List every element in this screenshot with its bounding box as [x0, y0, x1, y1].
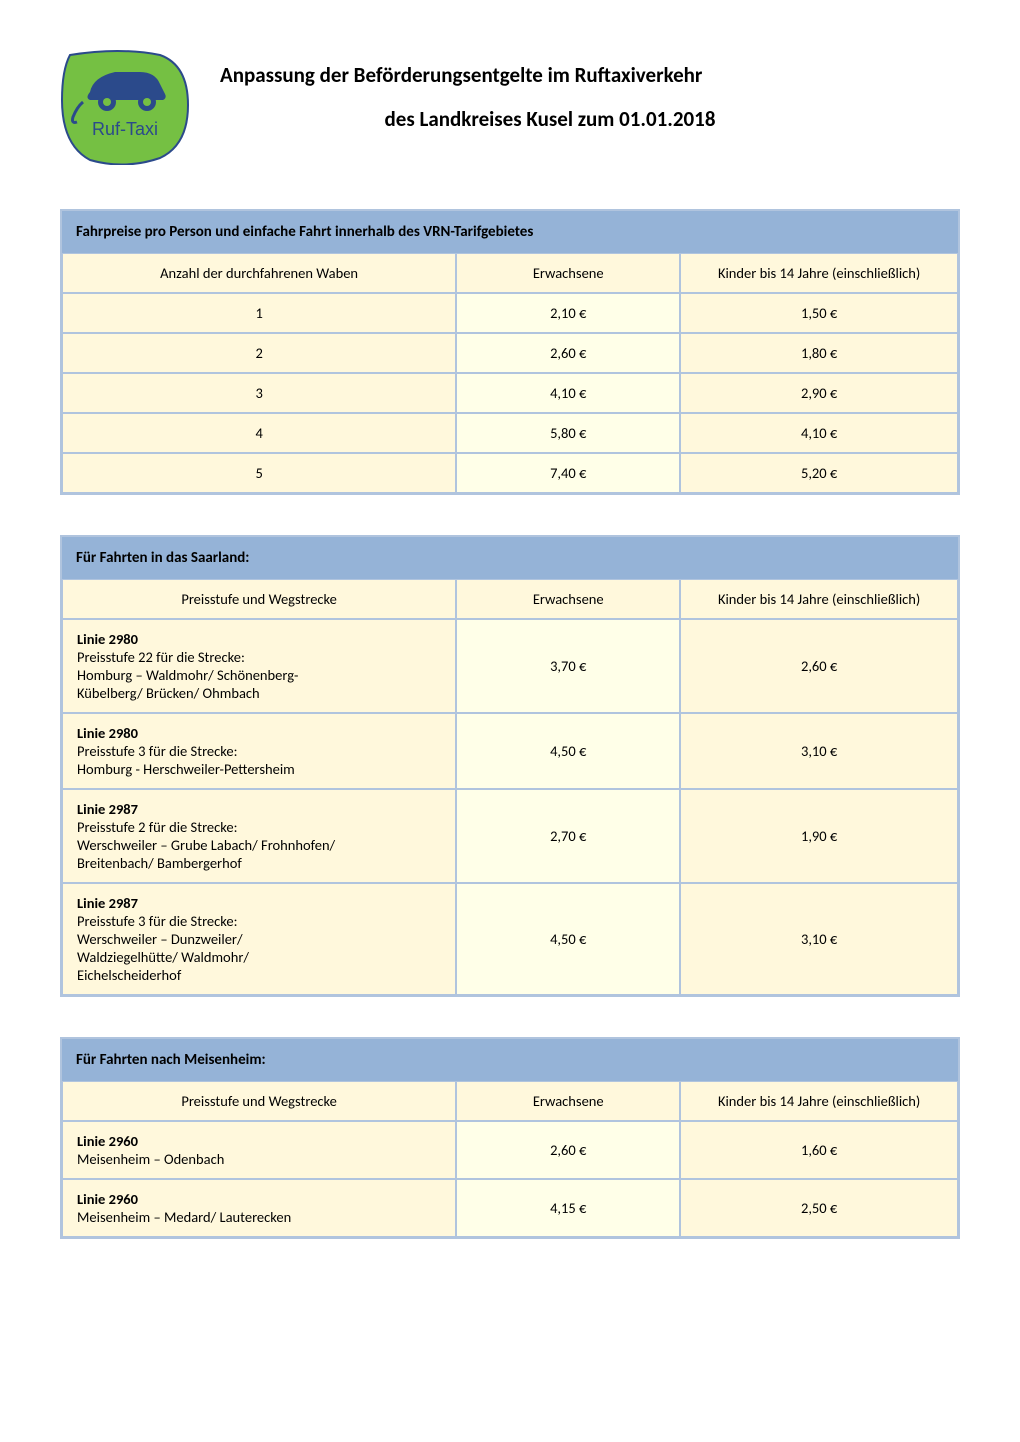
line-label: Linie 2960: [77, 1190, 138, 1208]
title-main: Anpassung der Beförderungsentgelte im Ru…: [220, 62, 960, 88]
route-label: Meisenheim – Odenbach: [77, 1150, 224, 1168]
cell-erw: 2,10 €: [456, 293, 680, 333]
table-row: 2 2,60 € 1,80 €: [62, 333, 958, 373]
table-row: 3 4,10 € 2,90 €: [62, 373, 958, 413]
stufe-label: Preisstufe 3 für die Strecke:: [77, 912, 238, 930]
cell-kind: 3,10 €: [680, 883, 958, 995]
cell-kind: 5,20 €: [680, 453, 958, 493]
cell-waben: 5: [62, 453, 456, 493]
table2-col3: Kinder bis 14 Jahre (einschließlich): [680, 579, 958, 619]
cell-kind: 2,90 €: [680, 373, 958, 413]
cell-erw: 3,70 €: [456, 619, 680, 713]
table3-col1: Preisstufe und Wegstrecke: [62, 1081, 456, 1121]
route-label: Homburg - Herschweiler-Pettersheim: [77, 760, 295, 778]
fare-table-saarland: Für Fahrten in das Saarland: Preisstufe …: [60, 535, 960, 997]
title-block: Anpassung der Beförderungsentgelte im Ru…: [220, 50, 960, 132]
table3-col3: Kinder bis 14 Jahre (einschließlich): [680, 1081, 958, 1121]
route-label: Werschweiler – Dunzweiler/ Waldziegelhüt…: [77, 930, 249, 984]
table-row: 1 2,10 € 1,50 €: [62, 293, 958, 333]
cell-kind: 1,60 €: [680, 1121, 958, 1179]
cell-kind: 1,80 €: [680, 333, 958, 373]
cell-erw: 4,15 €: [456, 1179, 680, 1237]
cell-erw: 7,40 €: [456, 453, 680, 493]
stufe-label: Preisstufe 3 für die Strecke:: [77, 742, 238, 760]
route-label: Werschweiler – Grube Labach/ Frohnhofen/…: [77, 836, 335, 872]
cell-kind: 1,90 €: [680, 789, 958, 883]
table-row: Linie 2960 Meisenheim – Odenbach 2,60 € …: [62, 1121, 958, 1179]
svg-text:Ruf-Taxi: Ruf-Taxi: [92, 119, 158, 139]
line-label: Linie 2987: [77, 894, 138, 912]
cell-route: Linie 2960 Meisenheim – Odenbach: [62, 1121, 456, 1179]
cell-route: Linie 2980 Preisstufe 22 für die Strecke…: [62, 619, 456, 713]
cell-kind: 2,50 €: [680, 1179, 958, 1237]
line-label: Linie 2987: [77, 800, 138, 818]
table-row: Linie 2960 Meisenheim – Medard/ Lauterec…: [62, 1179, 958, 1237]
table-row: Linie 2987 Preisstufe 3 für die Strecke:…: [62, 883, 958, 995]
document-header: Ruf-Taxi Anpassung der Beförderungsentge…: [60, 50, 960, 169]
table-row: Linie 2980 Preisstufe 22 für die Strecke…: [62, 619, 958, 713]
cell-erw: 5,80 €: [456, 413, 680, 453]
table-row: 4 5,80 € 4,10 €: [62, 413, 958, 453]
table-row: 5 7,40 € 5,20 €: [62, 453, 958, 493]
route-label: Homburg – Waldmohr/ Schönenberg- Kübelbe…: [77, 666, 299, 702]
cell-erw: 2,70 €: [456, 789, 680, 883]
cell-erw: 2,60 €: [456, 333, 680, 373]
cell-kind: 4,10 €: [680, 413, 958, 453]
route-label: Meisenheim – Medard/ Lauterecken: [77, 1208, 291, 1226]
line-label: Linie 2980: [77, 724, 138, 742]
line-label: Linie 2980: [77, 630, 138, 648]
cell-waben: 2: [62, 333, 456, 373]
table-row: Linie 2980 Preisstufe 3 für die Strecke:…: [62, 713, 958, 789]
table3-col2: Erwachsene: [456, 1081, 680, 1121]
table1-col2: Erwachsene: [456, 253, 680, 293]
cell-waben: 3: [62, 373, 456, 413]
table2-col1: Preisstufe und Wegstrecke: [62, 579, 456, 619]
table1-col1: Anzahl der durchfahrenen Waben: [62, 253, 456, 293]
line-label: Linie 2960: [77, 1132, 138, 1150]
table2-col2: Erwachsene: [456, 579, 680, 619]
table1-col3: Kinder bis 14 Jahre (einschließlich): [680, 253, 958, 293]
fare-table-vrn: Fahrpreise pro Person und einfache Fahrt…: [60, 209, 960, 495]
cell-route: Linie 2987 Preisstufe 2 für die Strecke:…: [62, 789, 456, 883]
cell-kind: 1,50 €: [680, 293, 958, 333]
table3-title: Für Fahrten nach Meisenheim:: [62, 1039, 958, 1081]
stufe-label: Preisstufe 22 für die Strecke:: [77, 648, 245, 666]
cell-route: Linie 2987 Preisstufe 3 für die Strecke:…: [62, 883, 456, 995]
cell-erw: 4,10 €: [456, 373, 680, 413]
cell-erw: 4,50 €: [456, 883, 680, 995]
cell-route: Linie 2960 Meisenheim – Medard/ Lauterec…: [62, 1179, 456, 1237]
title-sub: des Landkreises Kusel zum 01.01.2018: [220, 106, 960, 132]
ruf-taxi-logo: Ruf-Taxi: [60, 50, 190, 169]
cell-waben: 4: [62, 413, 456, 453]
cell-kind: 2,60 €: [680, 619, 958, 713]
cell-erw: 2,60 €: [456, 1121, 680, 1179]
table1-title: Fahrpreise pro Person und einfache Fahrt…: [62, 211, 958, 253]
cell-route: Linie 2980 Preisstufe 3 für die Strecke:…: [62, 713, 456, 789]
stufe-label: Preisstufe 2 für die Strecke:: [77, 818, 238, 836]
cell-waben: 1: [62, 293, 456, 333]
cell-kind: 3,10 €: [680, 713, 958, 789]
cell-erw: 4,50 €: [456, 713, 680, 789]
table-row: Linie 2987 Preisstufe 2 für die Strecke:…: [62, 789, 958, 883]
fare-table-meisenheim: Für Fahrten nach Meisenheim: Preisstufe …: [60, 1037, 960, 1239]
table2-title: Für Fahrten in das Saarland:: [62, 537, 958, 579]
